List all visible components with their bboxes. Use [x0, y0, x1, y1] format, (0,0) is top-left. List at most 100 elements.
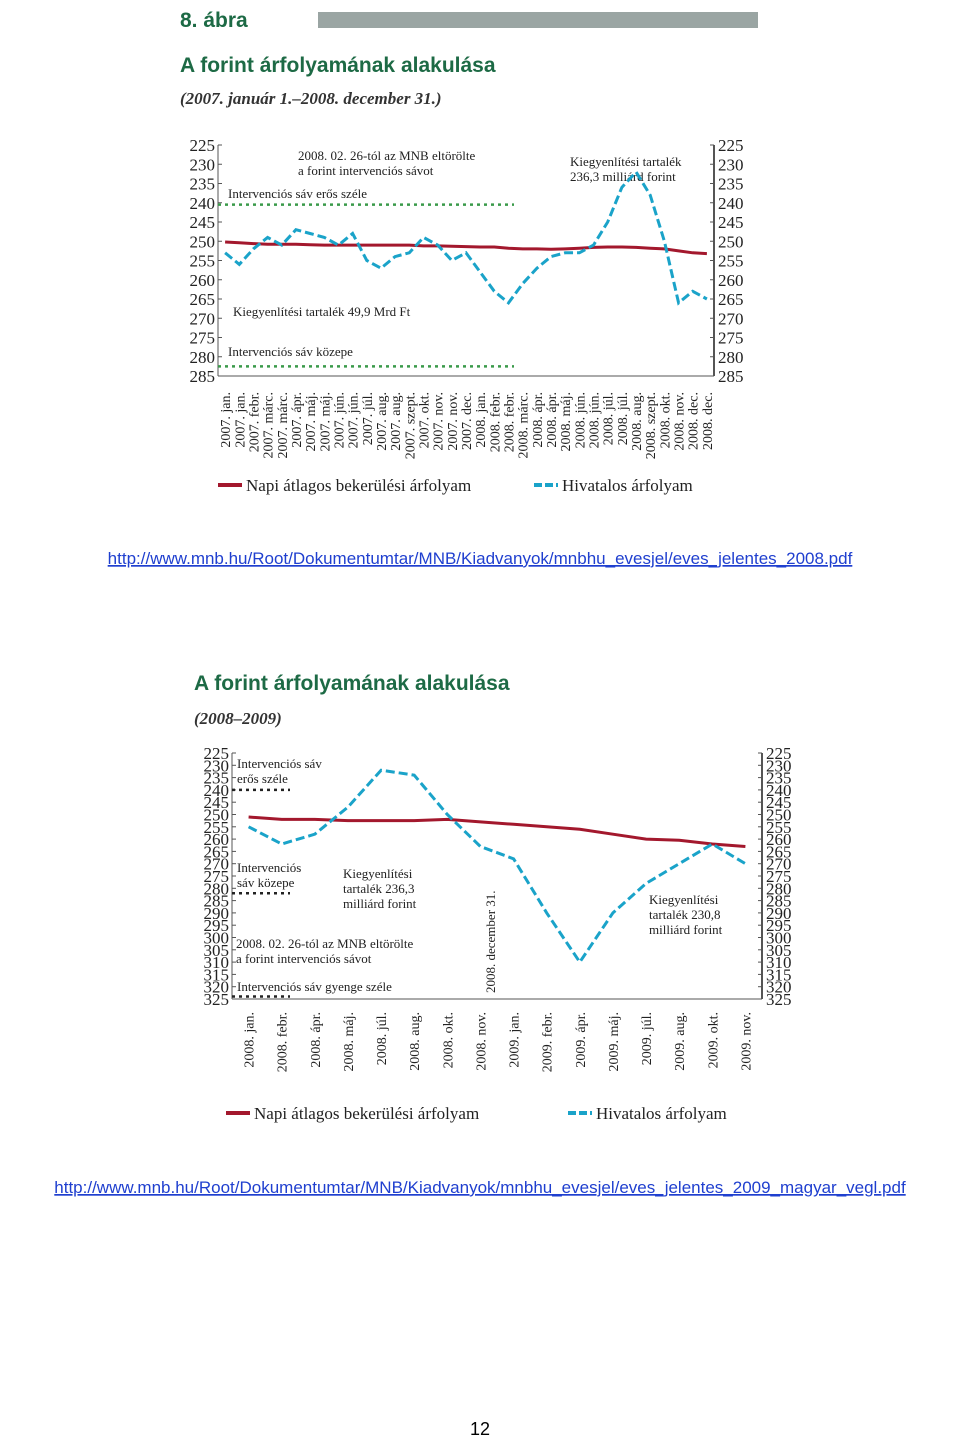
x-tick-label: 2008. jún.	[588, 392, 603, 448]
x-tick-label: 2007. jún.	[332, 392, 347, 448]
y-tick-label: 305	[204, 941, 230, 960]
x-tick-label: 2008. ápr.	[545, 392, 560, 448]
y2-tick-label: 300	[766, 929, 792, 948]
x-tick-label: 2008. júl.	[375, 1012, 390, 1065]
x-tick-label: 2008. jún.	[573, 392, 588, 448]
x-tick-label: 2008. szept.	[644, 392, 659, 459]
y2-tick-label: 295	[766, 916, 792, 935]
y-tick-label: 270	[190, 309, 216, 328]
annotation: Intervenciós sáv gyenge széle	[237, 979, 392, 994]
x-tick-label: 2009. máj.	[607, 1012, 622, 1072]
y2-tick-label: 245	[766, 793, 792, 812]
y2-tick-label: 305	[766, 941, 792, 960]
annotation: 2008. 02. 26-tól az MNB eltörölte	[298, 148, 476, 163]
annotation: erős széle	[237, 771, 288, 786]
x-tick-label: 2008. aug.	[630, 392, 645, 451]
y2-tick-label: 320	[766, 978, 792, 997]
annotation: Kiegyenlítési	[343, 866, 413, 881]
x-tick-label: 2008. okt.	[658, 392, 673, 448]
header-bar	[318, 12, 758, 28]
y2-tick-label: 270	[718, 309, 744, 328]
y-tick-label: 320	[204, 978, 230, 997]
x-tick-label: 2008. ápr.	[531, 392, 546, 448]
y-tick-label: 310	[204, 953, 230, 972]
x-tick-label: 2009. febr.	[541, 1012, 556, 1072]
annotation: 2008. 02. 26-tól az MNB eltörölte	[236, 936, 414, 951]
y2-tick-label: 230	[718, 155, 744, 174]
x-tick-label: 2008. aug.	[408, 1012, 423, 1071]
y2-tick-label: 260	[766, 830, 792, 849]
y-tick-label: 235	[190, 175, 216, 194]
annotation: Kiegyenlítési	[649, 892, 719, 907]
y-tick-label: 230	[204, 756, 230, 775]
y-tick-label: 240	[190, 194, 216, 213]
y-tick-label: 285	[204, 892, 230, 911]
annotation: sáv közepe	[237, 875, 295, 890]
x-tick-label: 2008. okt.	[441, 1012, 456, 1068]
x-tick-label: 2009. júl.	[640, 1012, 655, 1065]
y2-tick-label: 280	[766, 879, 792, 898]
y2-tick-label: 280	[718, 348, 744, 367]
figure-label: 8. ábra	[180, 9, 248, 32]
y-tick-label: 270	[204, 855, 230, 874]
x-tick-label: 2008. jan.	[474, 392, 489, 448]
x-tick-label: 2008. nov.	[474, 1012, 489, 1071]
x-tick-label: 2008. dec.	[687, 392, 702, 450]
x-tick-label: 2008. máj.	[342, 1012, 357, 1072]
y-tick-label: 245	[190, 213, 216, 232]
annotation: 236,3 milliárd forint	[570, 169, 676, 184]
legend-label: Napi átlagos bekerülési árfolyam	[246, 476, 471, 495]
y-tick-label: 325	[204, 990, 230, 1009]
x-tick-label: 2008. febr.	[503, 392, 518, 452]
annotation: a forint intervenciós sávot	[236, 951, 372, 966]
y2-tick-label: 325	[766, 990, 792, 1009]
x-tick-label: 2008. nov.	[673, 392, 688, 451]
y2-tick-label: 255	[718, 252, 744, 271]
annotation: a forint intervenciós sávot	[298, 163, 434, 178]
x-tick-label: 2008. jan.	[243, 1012, 258, 1068]
y-tick-label: 250	[190, 232, 216, 251]
y-tick-label: 265	[190, 290, 216, 309]
y-tick-label: 295	[204, 916, 230, 935]
x-tick-label: 2007. máj.	[318, 392, 333, 452]
y-tick-label: 280	[190, 348, 216, 367]
y-tick-label: 275	[190, 329, 216, 348]
source-link[interactable]: http://www.mnb.hu/Root/Dokumentumtar/MNB…	[108, 549, 853, 568]
y2-tick-label: 275	[718, 329, 744, 348]
y2-tick-label: 265	[766, 842, 792, 861]
source-link[interactable]: http://www.mnb.hu/Root/Dokumentumtar/MNB…	[54, 1178, 906, 1197]
chart-subtitle: (2008–2009)	[194, 709, 282, 728]
y-tick-label: 225	[204, 744, 230, 763]
y-tick-label: 315	[204, 965, 230, 984]
chart-subtitle: (2007. január 1.–2008. december 31.)	[180, 89, 442, 108]
y2-tick-label: 230	[766, 756, 792, 775]
x-tick-label: 2007. jan.	[233, 392, 248, 448]
y2-tick-label: 265	[718, 290, 744, 309]
x-tick-label: 2007. ápr.	[290, 392, 305, 448]
x-tick-label: 2007. júl.	[361, 392, 376, 445]
x-tick-label: 2009. jan.	[508, 1012, 523, 1068]
y-tick-label: 240	[204, 781, 230, 800]
series-line	[225, 240, 707, 256]
y-tick-label: 225	[190, 136, 216, 155]
y2-tick-label: 310	[766, 953, 792, 972]
annotation: Kiegyenlítési tartalék	[570, 154, 682, 169]
y-tick-label: 285	[190, 367, 216, 386]
x-tick-label: 2008. febr.	[488, 392, 503, 452]
y-tick-label: 290	[204, 904, 230, 923]
x-tick-label: 2007. márc.	[262, 392, 277, 458]
x-tick-label: 2007. nov.	[432, 392, 447, 451]
y-tick-label: 260	[190, 271, 216, 290]
x-tick-label: 2008. dec.	[701, 392, 716, 450]
y-tick-label: 280	[204, 879, 230, 898]
page-number: 12	[470, 1419, 490, 1438]
x-tick-label: 2007. jan.	[219, 392, 234, 448]
y2-tick-label: 260	[718, 271, 744, 290]
x-tick-label: 2008. júl.	[616, 392, 631, 445]
x-tick-label: 2007. szept.	[403, 392, 418, 459]
x-tick-label: 2007. nov.	[446, 392, 461, 451]
annotation: tartalék 236,3	[343, 881, 414, 896]
x-tick-label: 2007. dec.	[460, 392, 475, 450]
x-tick-label: 2008. júl.	[602, 392, 617, 445]
y2-tick-label: 315	[766, 965, 792, 984]
